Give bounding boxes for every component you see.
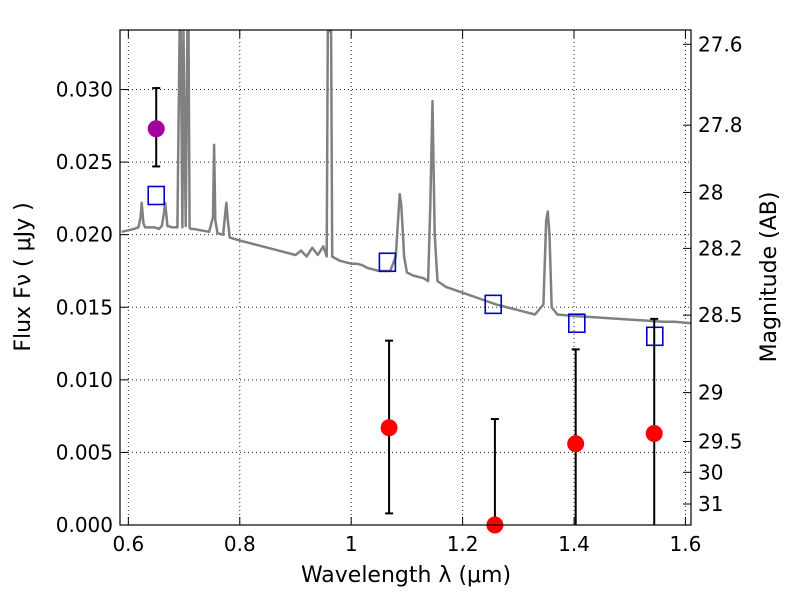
y2-tick-label: 27.6	[698, 32, 743, 56]
y-tick-label: 0.015	[56, 295, 113, 319]
model-photometry-point	[484, 294, 503, 315]
observed-point	[567, 435, 585, 453]
right-axis-title: Magnitude (AB)	[757, 192, 782, 363]
model-photometry-point	[378, 252, 397, 273]
spectrum-line	[121, 30, 691, 325]
model-photometry-point	[567, 313, 586, 334]
x-tick-label: 1.6	[670, 532, 702, 556]
frame	[119, 29, 692, 526]
y-tick-label: 0.000	[56, 513, 113, 537]
y-tick-label: 0.030	[56, 78, 113, 102]
x-tick-label: 0.8	[224, 532, 256, 556]
observed-point	[147, 120, 165, 138]
y2-tick-label: 29.5	[698, 429, 743, 453]
grid	[120, 30, 691, 526]
x-tick-label: 1.2	[447, 532, 479, 556]
x-tick-label: 1	[345, 532, 358, 556]
y2-tick-label: 28.5	[698, 303, 743, 327]
y-axis-title: Flux Fν ( μJy )	[11, 202, 36, 351]
observed-point	[380, 419, 398, 437]
model-photometry-point	[147, 185, 166, 206]
y2-tick-label: 27.8	[698, 113, 743, 137]
y-tick-label: 0.025	[56, 150, 113, 174]
spectrum-layer	[121, 30, 691, 325]
ticks: 0.6 0.8 1 1.2 1.4 1.6 0.000 0.005 0.010 0.015 0.02…	[56, 30, 743, 556]
x-tick-label: 0.6	[112, 532, 144, 556]
y2-tick-label: 29	[698, 381, 723, 405]
x-axis-title: Wavelength λ (μm)	[301, 563, 511, 588]
y-tick-label: 0.005	[56, 440, 113, 464]
y2-tick-label: 28.2	[698, 236, 743, 260]
plot-frame	[119, 29, 692, 526]
y-tick-label: 0.020	[56, 223, 113, 247]
y2-tick-label: 31	[698, 492, 723, 516]
y2-tick-label: 28	[698, 180, 723, 204]
y-tick-label: 0.010	[56, 368, 113, 392]
y2-tick-label: 30	[698, 460, 723, 484]
observed-point	[645, 425, 663, 443]
points-layer	[147, 87, 664, 534]
x-tick-label: 1.4	[558, 532, 590, 556]
